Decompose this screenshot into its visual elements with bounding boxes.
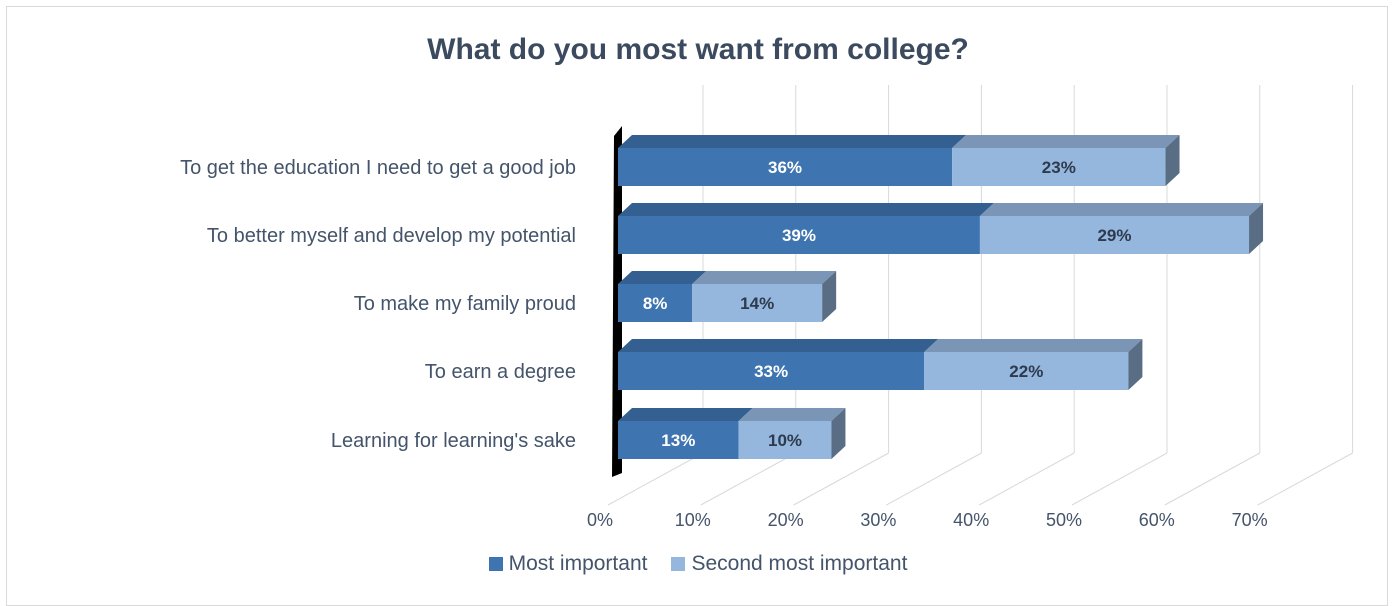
x-tick-label: 30% <box>860 510 896 530</box>
bar-side <box>1249 203 1264 254</box>
gridline-floor <box>978 452 1075 506</box>
gridline-floor <box>1164 452 1261 506</box>
bar-top <box>618 203 994 216</box>
x-tick-label: 50% <box>1046 510 1082 530</box>
data-label: 23% <box>1042 158 1076 177</box>
bar-side <box>822 271 837 322</box>
category-label: Learning for learning's sake <box>331 430 576 452</box>
bar <box>738 421 832 459</box>
data-label: 13% <box>661 431 695 450</box>
legend-item-second-most-important: Second most important <box>671 552 907 576</box>
legend-label-second-most-important: Second most important <box>691 552 908 575</box>
bar <box>692 284 823 322</box>
data-label: 39% <box>782 226 816 245</box>
category-label: To earn a degree <box>425 361 576 383</box>
x-tick-label: 20% <box>768 510 804 530</box>
legend-item-most-important: Most important <box>488 552 648 576</box>
bar-top <box>979 203 1264 216</box>
data-label: 33% <box>754 362 788 381</box>
bar-side <box>831 408 846 459</box>
bar-top <box>618 135 967 148</box>
x-tick-label: 60% <box>1139 510 1175 530</box>
bar-top <box>618 339 939 352</box>
data-label: 36% <box>768 158 802 177</box>
bar-top <box>618 271 707 284</box>
gridline-floor <box>700 452 797 506</box>
data-label: 8% <box>643 294 668 313</box>
chart-title: What do you most want from college? <box>427 33 969 66</box>
x-tick-label: 70% <box>1232 510 1268 530</box>
bar-top <box>692 271 837 284</box>
legend-label-most-important: Most important <box>508 552 648 575</box>
bar-top <box>924 339 1143 352</box>
bar <box>618 216 980 254</box>
bar <box>618 352 925 390</box>
x-tick-label: 40% <box>953 510 989 530</box>
bar <box>952 148 1166 186</box>
legend-swatch-most-important <box>488 557 503 571</box>
x-tick-label: 0% <box>587 510 613 530</box>
bar <box>979 216 1250 254</box>
bar <box>618 421 739 459</box>
bar-side <box>1165 135 1180 186</box>
data-label: 14% <box>740 294 774 313</box>
bar <box>618 284 693 322</box>
data-label: 10% <box>768 431 802 450</box>
gridline-floor <box>886 452 982 506</box>
bars <box>618 135 1264 459</box>
gridline-floor <box>1071 452 1168 506</box>
gridline-floor <box>607 452 704 506</box>
data-label: 29% <box>1097 226 1131 245</box>
data-label: 22% <box>1009 362 1043 381</box>
legend-swatch-second-most-important <box>671 557 686 571</box>
legend: Most important Second most important <box>0 552 1396 576</box>
bar-top <box>952 135 1180 148</box>
x-tick-label: 10% <box>675 510 711 530</box>
bar-top <box>738 408 846 421</box>
bar <box>618 148 953 186</box>
category-label: To better myself and develop my potentia… <box>207 225 576 247</box>
gridline-floor <box>793 452 889 506</box>
bar <box>924 352 1129 390</box>
bar-top <box>618 408 753 421</box>
gridline-floor <box>1257 452 1353 506</box>
category-label: To get the education I need to get a goo… <box>180 157 576 179</box>
bar-side <box>1128 339 1143 390</box>
category-label: To make my family proud <box>354 293 576 315</box>
labels: 0% 10% 20% 30% 40% 50% 60% 70% 36% 23% To get the … <box>180 157 1267 530</box>
